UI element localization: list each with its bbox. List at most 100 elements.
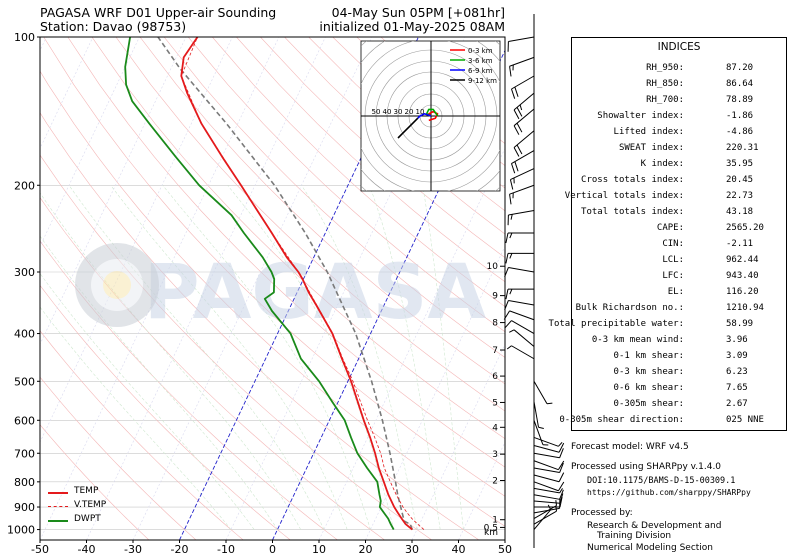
wind-barb-feather [559, 448, 564, 458]
wind-barb-feather [513, 125, 520, 135]
wind-barb-staff [508, 267, 535, 273]
index-value: 43.18 [726, 207, 754, 217]
index-label: SWEAT index: [618, 143, 684, 153]
isotherm [40, 37, 140, 248]
y-tick-label: 500 [14, 375, 35, 388]
wind-barb-feather [558, 481, 565, 491]
moist-adiabat [301, 185, 418, 530]
wind-barb-staff [511, 345, 535, 360]
index-value: 2.67 [726, 399, 748, 409]
wind-barb-feather [513, 109, 520, 120]
index-row: RH_950: 87.20 [572, 63, 786, 79]
index-label: LCL: [662, 255, 684, 265]
index-value: 220.31 [726, 143, 759, 153]
wind-barb-staff [513, 92, 535, 111]
index-value: 7.65 [726, 383, 748, 393]
wind-barb [533, 462, 564, 474]
wind-barb-feather [505, 289, 509, 300]
x-tick-label: 20 [359, 543, 373, 556]
background-guides [40, 37, 505, 540]
wind-barb-staff [508, 299, 535, 306]
dry-adiabat [67, 37, 505, 468]
wind-barb-feather [511, 88, 516, 99]
index-value: -4.86 [726, 127, 754, 137]
height-tick-label: 4 [492, 423, 498, 433]
index-value: -2.11 [726, 239, 754, 249]
wind-barb-feather [509, 194, 512, 205]
wind-barb-feather [559, 462, 564, 473]
index-row: 0-3 km shear: 6.23 [572, 367, 786, 383]
index-label: 0-305m shear: [613, 399, 684, 409]
wind-barb-staff [533, 460, 559, 471]
index-row: Total precipitable water: 58.99 [549, 319, 786, 335]
wind-barb [509, 184, 535, 205]
isotherm [40, 37, 94, 150]
wind-barb-feather [504, 300, 509, 311]
x-tick-label: 40 [452, 543, 466, 556]
isotherm [40, 37, 280, 540]
index-value: 1210.94 [726, 303, 764, 313]
wind-barb-feather [510, 214, 513, 220]
wind-barb-staff [533, 452, 560, 459]
wind-barb-staff [533, 467, 560, 474]
hodograph-ring-label: 20 [405, 108, 414, 116]
height-tick-label: 2 [492, 476, 498, 486]
wind-barb [511, 75, 535, 99]
index-value: 35.95 [726, 159, 754, 169]
dry-adiabat [40, 424, 150, 540]
wind-barb-staff [533, 487, 560, 494]
watermark-logo-icon [75, 243, 159, 327]
hodograph-ring-label: 10 [416, 108, 425, 116]
wind-barb [513, 92, 535, 120]
wind-barb-staff [533, 474, 560, 483]
height-tick-label: km [484, 528, 498, 538]
wind-barb [506, 345, 535, 360]
wind-barb-staff [533, 401, 540, 428]
wind-barb [503, 310, 535, 321]
wind-barb-staff [533, 481, 559, 492]
wind-barb [533, 493, 564, 504]
hodograph-ring-label: 50 [372, 108, 381, 116]
index-label: 0-305m shear direction: [559, 415, 684, 425]
index-label: 0-1 km shear: [613, 351, 684, 361]
index-row: SWEAT index: 220.31 [572, 143, 786, 159]
hodograph-legend-label: 0-3 km [468, 47, 493, 55]
index-label: RH_700: [646, 95, 684, 105]
wind-barb-feather [514, 161, 519, 172]
dry-adiabat [40, 284, 291, 540]
moist-adiabat [40, 235, 278, 530]
dwpt-trace [124, 37, 395, 531]
wind-barb [507, 36, 535, 52]
moist-adiabat [68, 185, 325, 530]
index-label: Showalter index: [597, 111, 684, 121]
repo-url: https://github.com/sharppy/SHARPpy [587, 488, 751, 497]
height-tick-label: 7 [492, 346, 498, 356]
chart-title: PAGASA WRF D01 Upper-air Sounding [40, 5, 277, 20]
wind-barb [509, 56, 535, 77]
wind-barb-staff [509, 56, 535, 67]
index-label: 0-6 km shear: [613, 383, 684, 393]
moist-adiabat [110, 185, 348, 530]
height-tick-label: 0.5 [484, 523, 498, 533]
wind-barb-staff [533, 420, 544, 445]
wind-barb [533, 448, 564, 459]
wind-barb-feather [516, 144, 523, 155]
wind-barb-staff [533, 500, 560, 504]
x-tick-label: -10 [217, 543, 235, 556]
legend-vtemp-label: V.TEMP [74, 500, 107, 510]
index-label: CIN: [662, 239, 684, 249]
dry-adiabat [40, 70, 505, 527]
wind-barb-feather [509, 288, 513, 295]
org-line-2: Training Division [597, 531, 672, 541]
processed-by: Processed by: [571, 508, 633, 518]
index-label: 0-3 km mean wind: [591, 335, 684, 345]
moist-adiabat [227, 185, 394, 530]
hodograph-legend-label: 6-9 km [468, 67, 493, 75]
isotherm [132, 37, 373, 540]
isotherm [411, 343, 505, 540]
wind-barb-feather [509, 66, 512, 77]
index-value: 3.09 [726, 351, 748, 361]
wind-barb-feather [503, 310, 510, 320]
wind-barb [513, 130, 535, 157]
